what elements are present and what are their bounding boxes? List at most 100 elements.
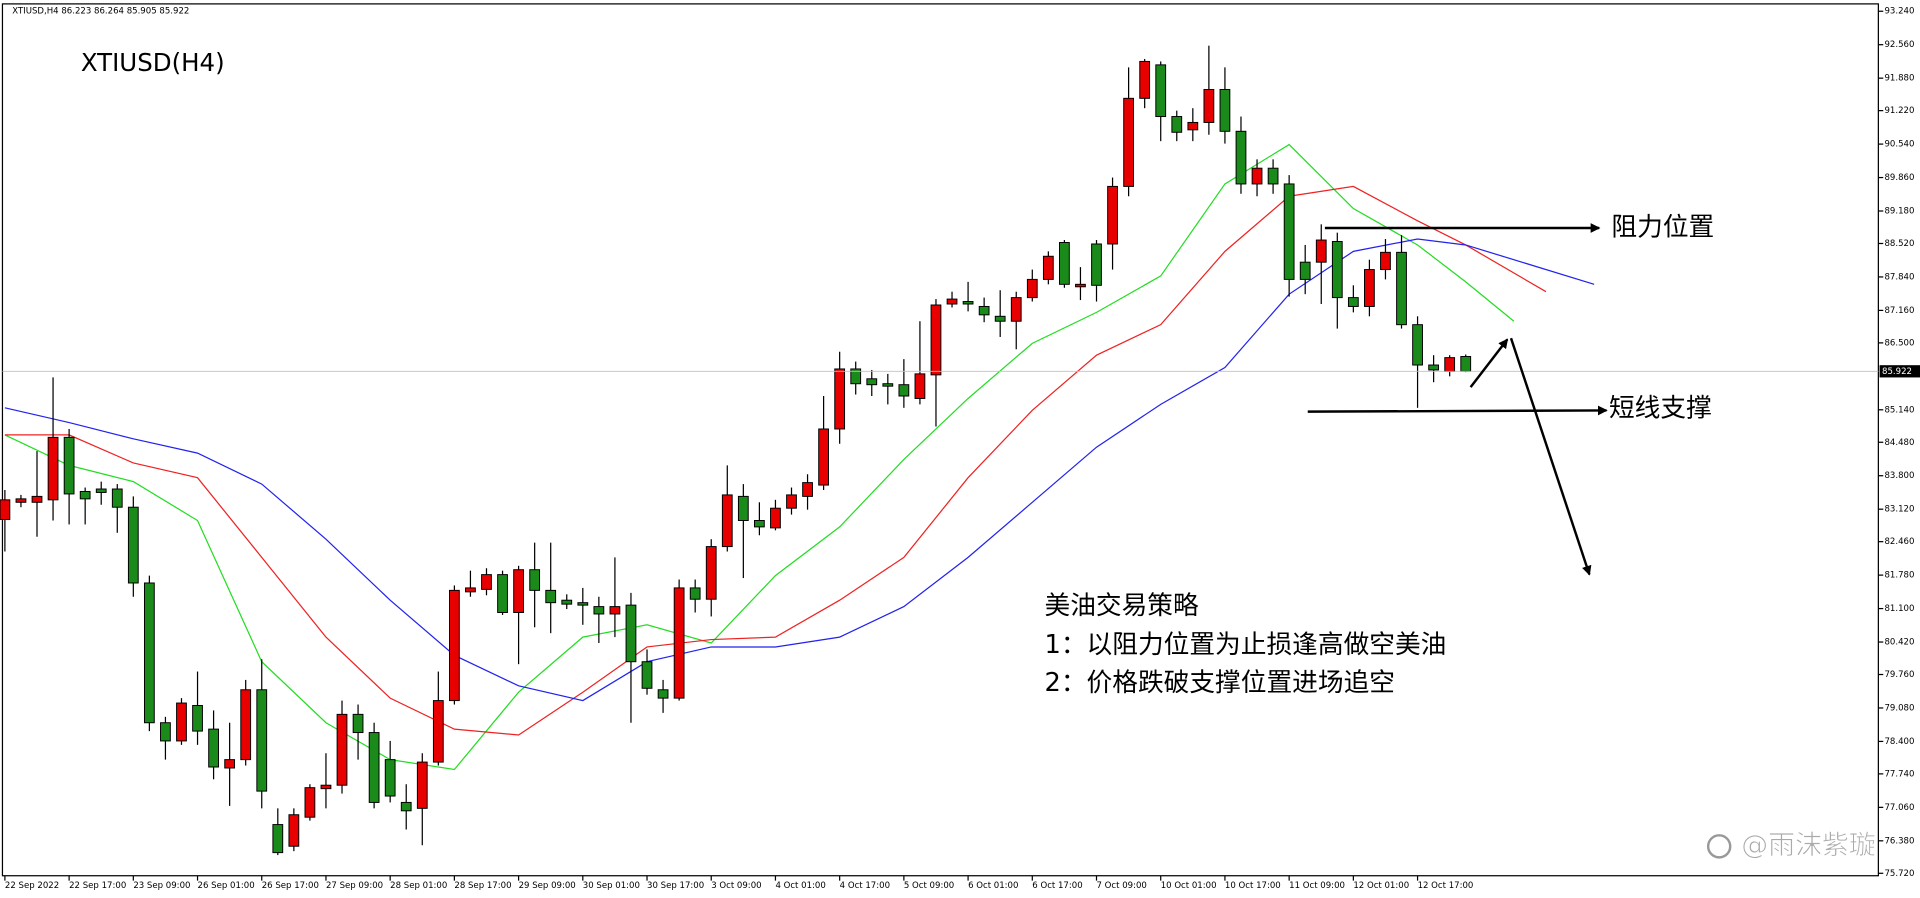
y-tick-label: 84.480 [1884,438,1914,448]
candle-body [352,713,364,734]
candle-body [721,494,733,548]
candle-body [1412,324,1423,366]
y-tick-label: 85.140 [1884,405,1914,415]
candle-body [160,722,171,742]
chart-title: XTIUSD(H4) [81,48,225,77]
candle-body [673,587,685,699]
candle-body [15,498,27,503]
marks: 93.240 92.560 91.880 91.220 90.540 89.860 89.1… [0,7,1920,891]
candle-body [1347,297,1359,307]
current-price-box [1879,365,1920,378]
y-tick-label: 93.240 [1884,7,1914,17]
candle-body [1107,185,1118,245]
candle-body [754,520,765,528]
candle-body [192,705,203,732]
candle-body [336,713,348,786]
candle-body [47,436,59,501]
y-tick-label: 80.420 [1884,638,1914,648]
support-arrow [1307,405,1608,416]
candle-body [529,569,541,591]
x-tick-label: 30 Sep 17:00 [647,881,704,891]
candle-body [384,759,396,797]
x-tick-label: 27 Sep 09:00 [326,881,383,891]
candle-body [577,602,589,606]
candle-body [1091,243,1102,286]
x-tick-label: 4 Oct 01:00 [775,881,825,891]
candle-body [1026,278,1038,299]
candle-body [545,589,557,604]
candle-body [978,305,990,316]
candle-body [1460,356,1472,372]
y-tick-label: 81.780 [1884,571,1914,581]
candle-body [1364,269,1375,307]
candle-body [143,582,155,724]
y-tick-label: 86.500 [1884,338,1914,348]
x-tick-label: 29 Sep 09:00 [519,881,576,891]
watermark: @雨沫紫璇 [1741,830,1876,861]
candle-body [1267,167,1279,185]
y-tick-label: 89.860 [1884,173,1914,183]
x-tick-label: 30 Sep 01:00 [583,881,640,891]
candle-body [609,606,621,615]
candle-body [432,700,444,763]
x-tick-label: 26 Sep 01:00 [198,881,255,891]
watermark-icon [1706,834,1732,859]
down-arrow [1509,337,1592,576]
candle-body [63,436,75,495]
y-tick-label: 88.520 [1884,239,1914,249]
y-tick-label: 87.840 [1884,272,1914,282]
y-tick-label: 83.120 [1884,505,1914,515]
x-tick-label: 6 Oct 01:00 [968,881,1018,891]
candle-body [513,569,524,613]
candle-body [448,589,460,702]
support-label: 短线支撑 [1609,394,1712,424]
candle-body [127,506,139,584]
x-tick-label: 4 Oct 17:00 [840,881,890,891]
x-tick-label: 7 Oct 09:00 [1097,881,1147,891]
x-tick-label: 28 Sep 17:00 [454,881,511,891]
y-tick-label: 90.540 [1884,140,1914,150]
candle-body [0,499,11,521]
candle-body [497,574,508,613]
candle-body [1203,88,1215,123]
current-price-label: 85.922 [1882,367,1912,377]
strategy-line: 1：以阻力位置为止损逢高做空美油 [1044,630,1446,660]
y-tick-label: 75.720 [1884,869,1914,879]
y-tick-label: 79.080 [1884,703,1914,713]
x-tick-label: 3 Oct 09:00 [711,881,761,891]
candle-body [1139,60,1151,99]
candle-body [1155,64,1167,118]
candle-body [224,759,236,769]
candle-body [882,383,894,387]
x-tick-label: 22 Sep 2022 [5,881,59,891]
y-tick-label: 82.460 [1884,537,1914,547]
y-tick-label: 76.380 [1884,836,1914,846]
y-tick-label: 81.100 [1884,604,1914,614]
candle-body [1042,255,1054,280]
x-tick-label: 12 Oct 01:00 [1353,881,1409,891]
candle-body [561,599,573,605]
strategy-line: 2：价格跌破支撑位置进场追空 [1044,668,1395,698]
candle-body [1010,297,1022,322]
x-tick-label: 10 Oct 01:00 [1161,881,1217,891]
candle-body [914,373,926,399]
candle-body [1331,241,1343,299]
candle-body [641,661,653,689]
candle-body [930,304,942,376]
candle-body [1059,242,1070,285]
resistance-label: 阻力位置 [1611,212,1714,242]
candle-body [79,490,91,500]
candle-body [898,384,910,397]
y-tick-label: 91.880 [1884,74,1914,84]
candle-body [1219,88,1231,132]
y-tick-label: 77.060 [1884,803,1914,813]
candle-body [95,488,107,493]
candle-body [1380,251,1391,271]
candle-body [111,488,123,508]
candle-body [368,732,380,803]
candle-body [946,298,958,305]
x-tick-label: 22 Sep 17:00 [69,881,126,891]
candle-body [304,787,316,818]
